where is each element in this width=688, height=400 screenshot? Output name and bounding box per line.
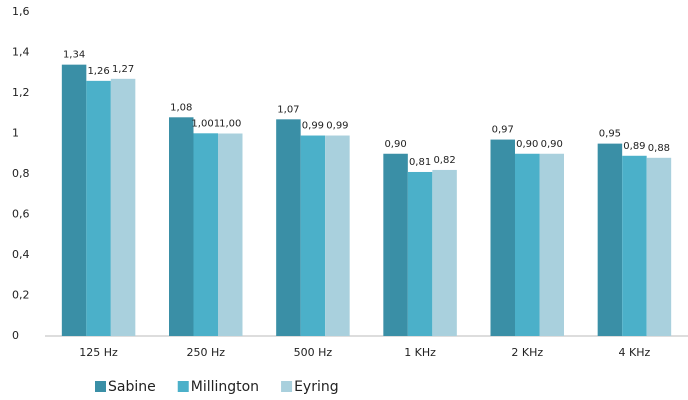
data-label: 0,95 bbox=[599, 129, 621, 140]
data-label: 0,99 bbox=[326, 121, 348, 132]
data-label: 1,27 bbox=[112, 64, 134, 75]
bar bbox=[169, 117, 194, 336]
data-label: 1,26 bbox=[87, 66, 109, 77]
y-tick-label: 1,2 bbox=[12, 86, 30, 99]
data-label: 1,08 bbox=[170, 102, 192, 113]
data-label: 0,89 bbox=[623, 141, 645, 152]
data-label: 0,97 bbox=[492, 125, 514, 136]
data-label: 0,90 bbox=[384, 139, 406, 150]
bar bbox=[597, 143, 623, 336]
bar bbox=[490, 139, 515, 336]
legend-swatch bbox=[177, 381, 189, 392]
legend-label: Sabine bbox=[108, 379, 156, 395]
bar bbox=[646, 157, 672, 336]
data-label: 1,07 bbox=[277, 104, 299, 115]
bar bbox=[61, 64, 87, 337]
bar bbox=[86, 80, 111, 336]
legend-swatch bbox=[281, 381, 293, 392]
bar bbox=[539, 153, 564, 336]
data-label: 0,90 bbox=[541, 139, 563, 150]
y-tick-label: 1 bbox=[12, 127, 19, 140]
y-tick-label: 0,2 bbox=[12, 289, 30, 302]
data-label: 0,82 bbox=[433, 155, 455, 166]
x-tick-label: 2 KHz bbox=[511, 346, 543, 359]
data-label: 0,90 bbox=[516, 139, 538, 150]
bar bbox=[432, 169, 457, 336]
bar bbox=[622, 155, 647, 336]
bar bbox=[218, 133, 243, 336]
data-label: 0,99 bbox=[302, 121, 324, 132]
y-tick-label: 0,6 bbox=[12, 208, 30, 221]
legend-label: Eyring bbox=[294, 379, 339, 395]
y-tick-label: 1,4 bbox=[12, 46, 30, 59]
y-tick-label: 0 bbox=[12, 329, 19, 342]
bar bbox=[383, 153, 408, 336]
bar bbox=[515, 153, 540, 336]
x-tick-label: 4 KHz bbox=[619, 346, 651, 359]
bar bbox=[300, 135, 326, 336]
x-tick-label: 500 Hz bbox=[294, 346, 333, 359]
data-label: 0,81 bbox=[409, 157, 431, 168]
bar bbox=[325, 135, 350, 336]
legend-swatch bbox=[95, 381, 106, 392]
legend-label: Millington bbox=[191, 379, 259, 395]
y-tick-label: 0,4 bbox=[12, 248, 30, 261]
x-tick-label: 1 KHz bbox=[404, 346, 436, 359]
bar bbox=[193, 133, 218, 336]
x-tick-label: 125 Hz bbox=[79, 346, 118, 359]
bar bbox=[110, 78, 136, 336]
y-tick-label: 0,8 bbox=[12, 167, 30, 180]
x-tick-label: 250 Hz bbox=[186, 346, 225, 359]
data-label: 1,001 bbox=[191, 118, 220, 129]
data-label: 1,00 bbox=[219, 119, 241, 130]
bar bbox=[407, 171, 433, 336]
y-tick-label: 1,6 bbox=[12, 5, 30, 18]
data-label: 1,34 bbox=[63, 50, 85, 61]
bar bbox=[276, 119, 301, 336]
data-label: 0,88 bbox=[648, 143, 670, 154]
